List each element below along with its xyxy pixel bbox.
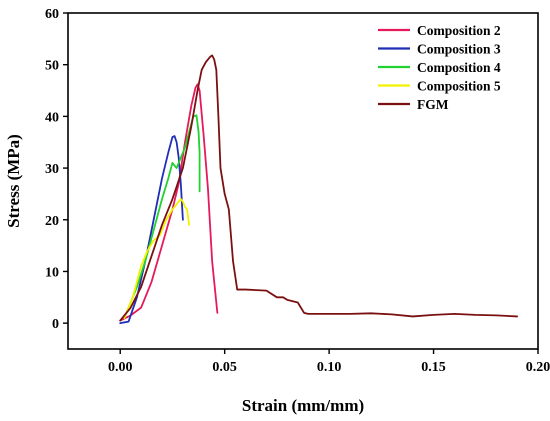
y-tick-label: 20: [45, 214, 59, 229]
y-tick-label: 50: [45, 59, 59, 74]
x-tick-label: 0.00: [108, 360, 133, 375]
legend-label: Composition 2: [417, 23, 501, 38]
y-axis-ticks: 0 10 20 30 40 50 60: [45, 7, 68, 332]
y-tick-label: 60: [45, 7, 59, 22]
y-tick-label: 40: [45, 110, 59, 125]
legend: Composition 2 Composition 3 Composition 4 C…: [378, 23, 501, 112]
y-tick-label: 0: [52, 317, 59, 332]
plot-frame: [67, 12, 539, 350]
y-axis-title: Stress (MPa): [4, 134, 23, 228]
legend-label: Composition 3: [417, 42, 501, 57]
x-axis-ticks: 0.00 0.05 0.10 0.15 0.20: [108, 349, 550, 375]
legend-label: Composition 5: [417, 79, 501, 94]
series-line-composition-5: [123, 198, 191, 319]
x-tick-label: 0.05: [212, 360, 237, 375]
y-tick-label: 30: [45, 162, 59, 177]
plot-area-border: [67, 12, 539, 350]
series-line-composition-3: [119, 135, 184, 325]
x-tick-label: 0.20: [526, 360, 550, 375]
x-tick-label: 0.15: [421, 360, 446, 375]
x-tick-label: 0.10: [317, 360, 342, 375]
series-line-fgm: [119, 54, 519, 322]
legend-label: FGM: [417, 97, 449, 112]
series-line-composition-2: [119, 83, 219, 322]
x-axis-title: Strain (mm/mm): [242, 396, 364, 415]
legend-label: Composition 4: [417, 60, 501, 75]
y-tick-label: 10: [45, 265, 59, 280]
series-layer: [119, 54, 519, 325]
